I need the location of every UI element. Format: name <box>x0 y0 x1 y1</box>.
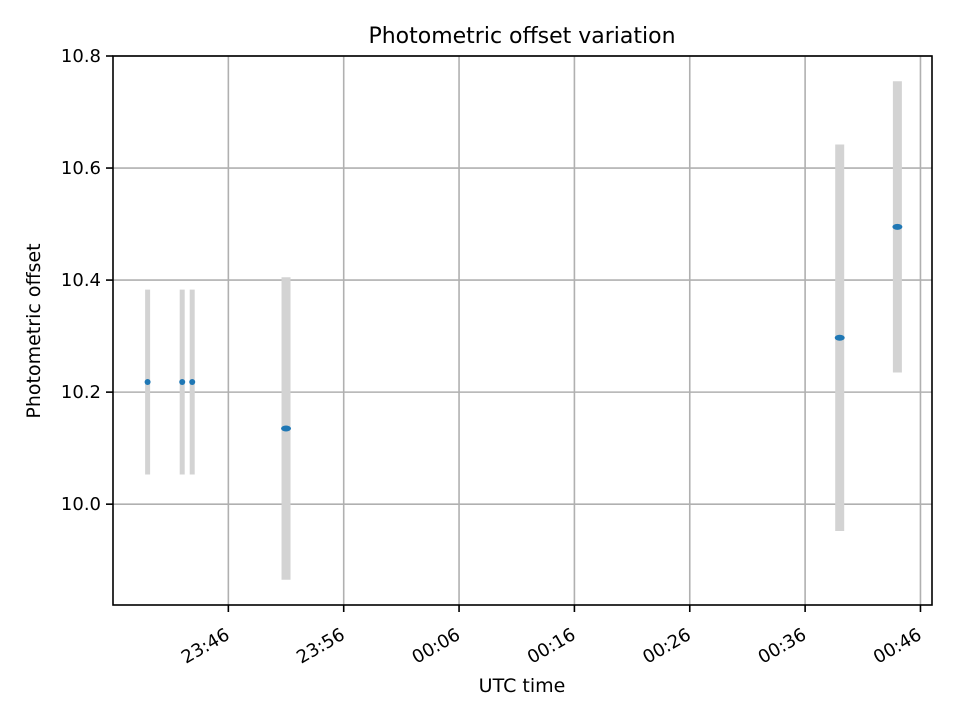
x-axis-label: UTC time <box>479 675 566 697</box>
plot-frame <box>112 55 933 606</box>
y-tick-label: 10.6 <box>61 158 101 179</box>
y-tick-label: 10.4 <box>61 270 101 291</box>
x-tick-label: 23:46 <box>178 624 233 668</box>
data-point <box>179 379 186 386</box>
y-tick-label: 10.0 <box>61 494 101 515</box>
error-bars <box>145 81 902 580</box>
data-point <box>834 334 845 341</box>
x-tick-label: 00:06 <box>409 624 464 668</box>
data-point <box>144 379 151 386</box>
y-tick-label: 10.8 <box>61 46 101 67</box>
data-point <box>189 379 196 386</box>
y-axis-label: Photometric offset <box>23 243 45 418</box>
x-tick-label: 23:56 <box>293 624 348 668</box>
x-tick-label: 00:26 <box>639 624 694 668</box>
data-point <box>892 223 903 230</box>
x-tick-label: 00:36 <box>755 624 810 668</box>
x-tick-label: 00:46 <box>870 624 925 668</box>
chart-title: Photometric offset variation <box>368 24 675 49</box>
grid <box>113 55 932 605</box>
x-tick-label: 00:16 <box>524 624 579 668</box>
data-point <box>281 425 292 432</box>
data-points <box>144 223 903 432</box>
y-tick-label: 10.2 <box>61 382 101 403</box>
